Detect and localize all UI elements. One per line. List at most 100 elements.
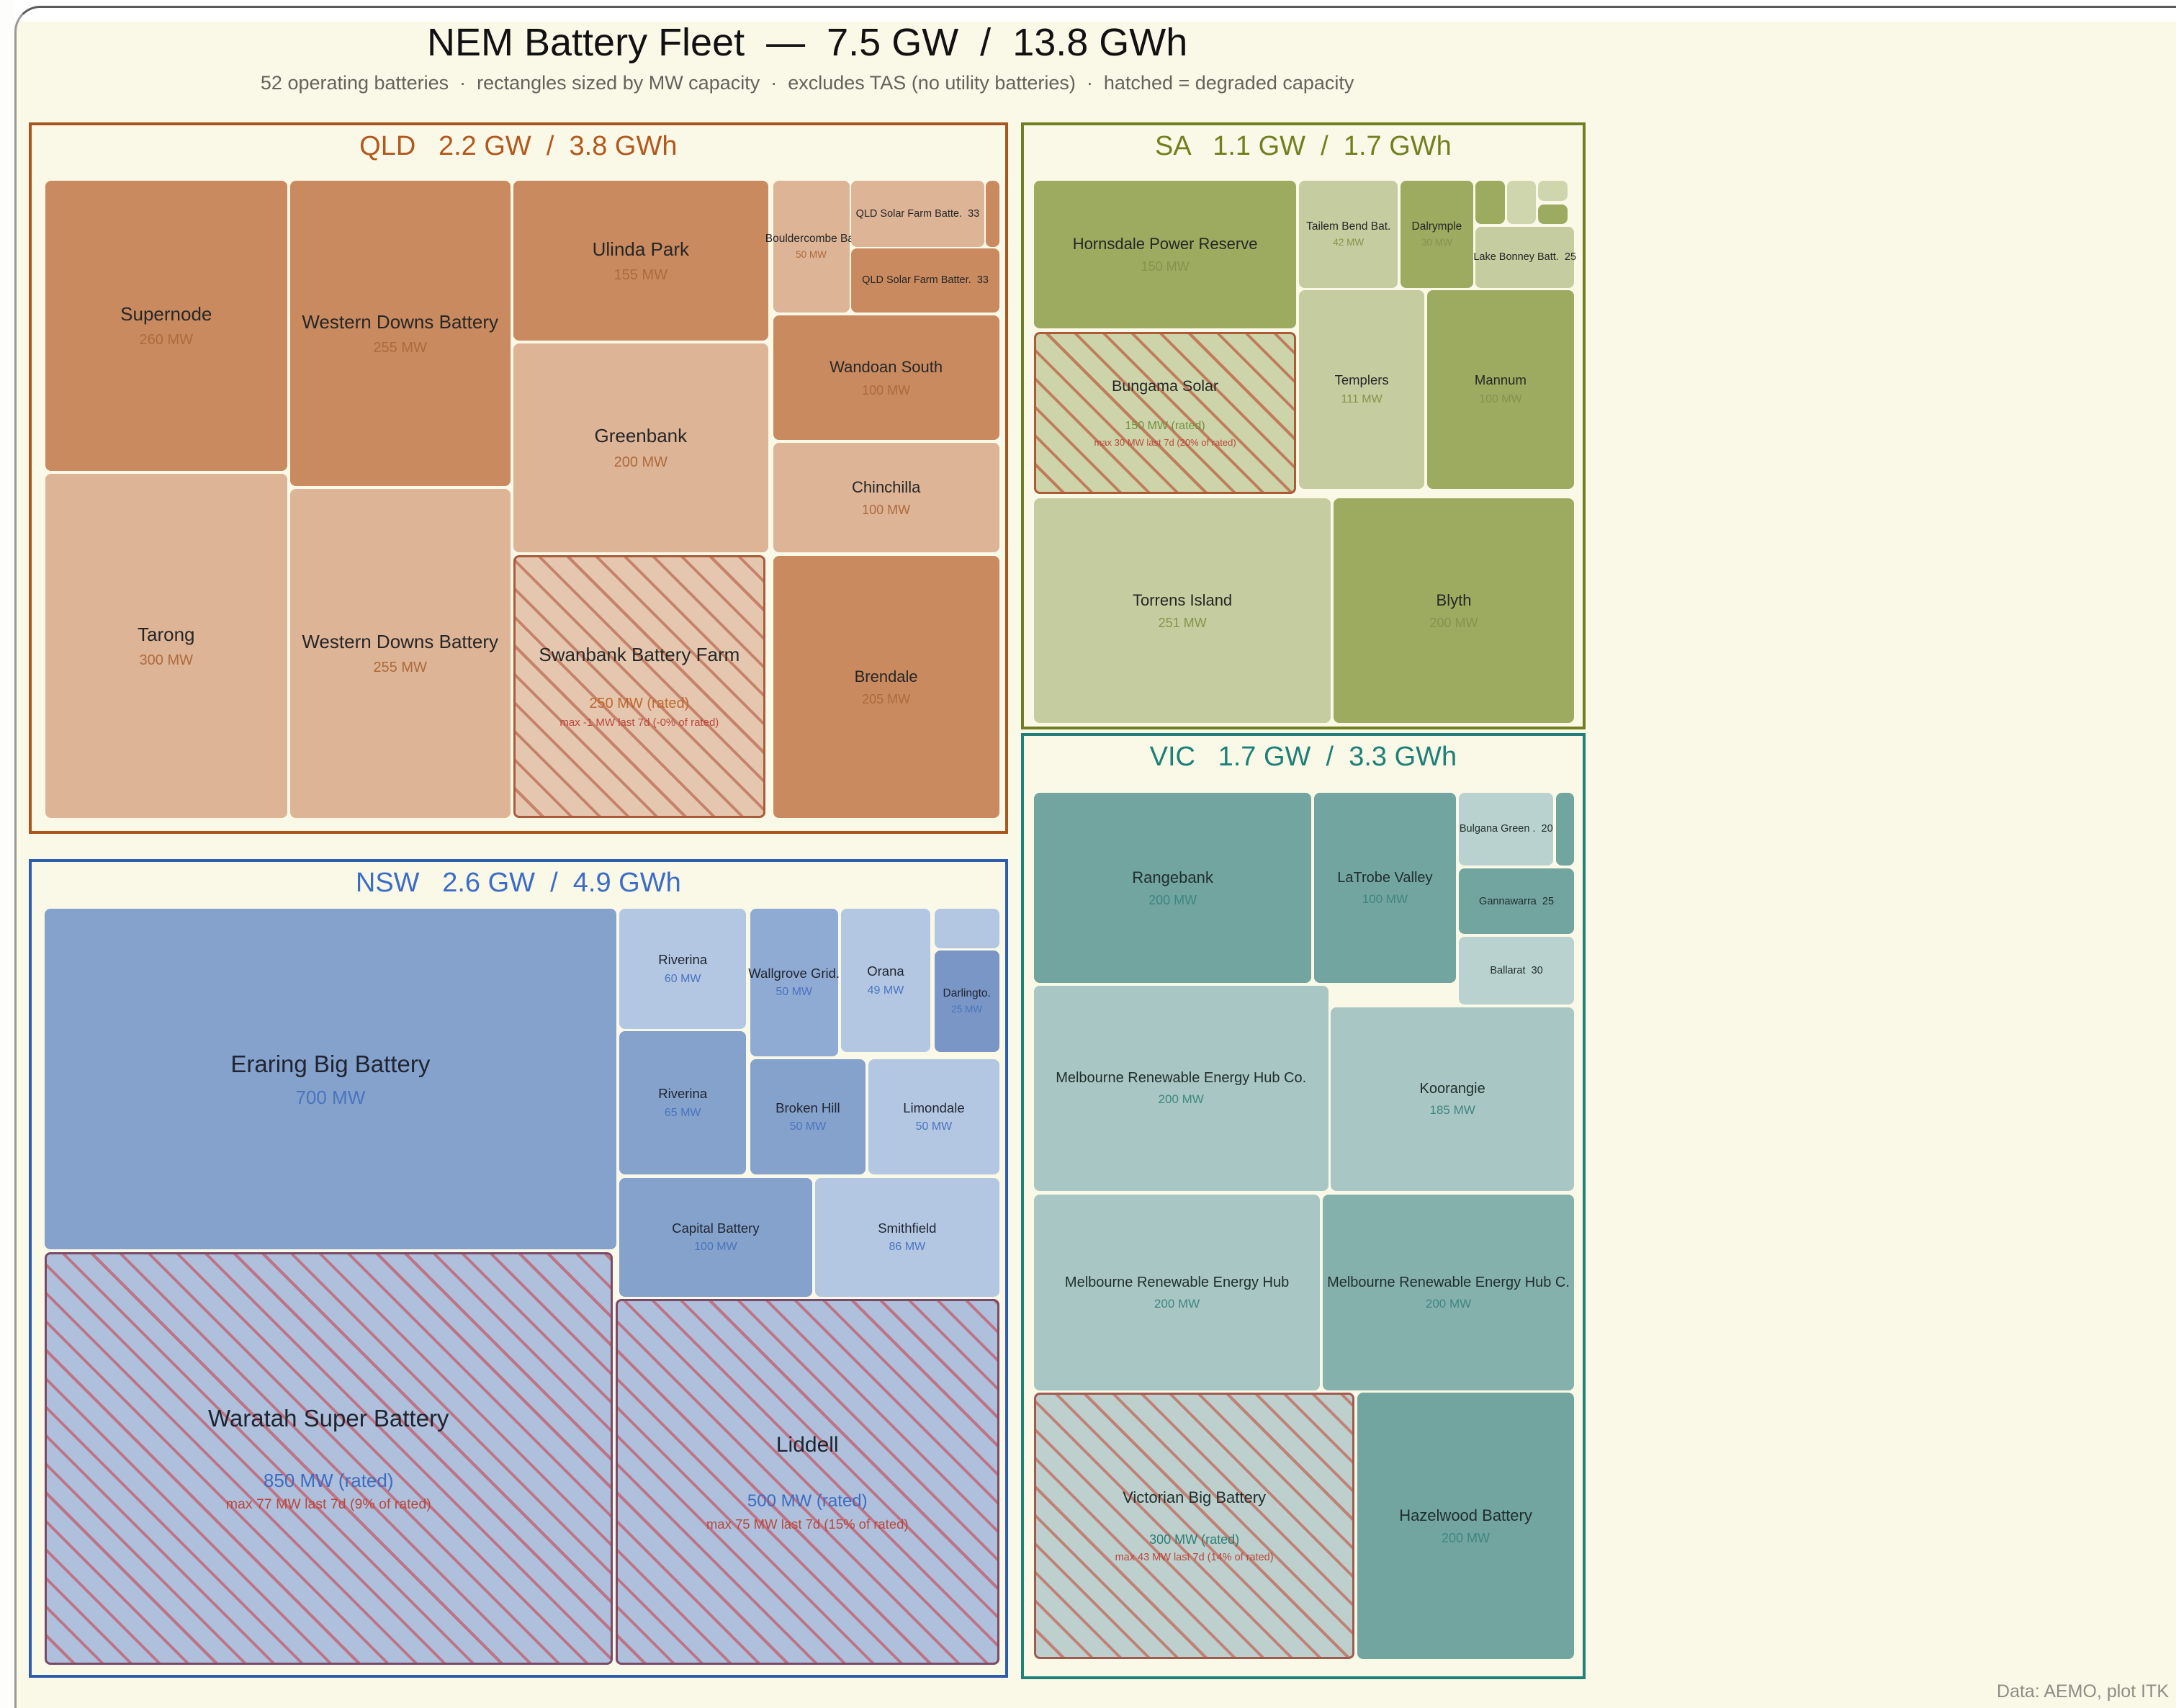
cell-name: Limondale xyxy=(903,1100,965,1115)
cell-unlabeled xyxy=(1538,181,1568,202)
cell-ulinda-park: Ulinda Park 155 MW xyxy=(513,181,768,341)
region-qld: QLD 2.2 GW / 3.8 GWh Supernode 260 MW Taro… xyxy=(28,122,1008,834)
cell-name: Swanbank Battery Farm xyxy=(539,644,740,666)
cell-label: QLD Solar Farm Batter. 33 xyxy=(862,274,989,287)
cell-name: Hornsdale Power Reserve xyxy=(1072,235,1258,253)
cell-torrens-island: Torrens Island 251 MW xyxy=(1033,498,1331,724)
cell-value: 300 MW xyxy=(139,652,193,668)
cell-name: Hazelwood Battery xyxy=(1399,1506,1532,1525)
region-header-nsw: NSW 2.6 GW / 4.9 GWh xyxy=(355,868,681,899)
cell-greenbank: Greenbank 200 MW xyxy=(513,343,768,553)
cell-ballarat: Ballarat 30 xyxy=(1459,936,1574,1005)
cell-name: Bouldercombe Ba. xyxy=(765,233,858,246)
cell-name: Western Downs Battery xyxy=(302,310,498,333)
cell-tarong: Tarong 300 MW xyxy=(45,474,287,819)
cell-value: 500 MW (rated) xyxy=(747,1491,868,1511)
cell-western-downs-battery: Western Downs Battery 255 MW xyxy=(289,181,511,487)
data-source-note: Data: AEMO, plot ITK xyxy=(1997,1681,2169,1702)
cell-name: Tarong xyxy=(138,623,195,645)
cell-value: 25 MW xyxy=(951,1004,983,1015)
region-cells-qld: Supernode 260 MW Tarong 300 MW Western Downs… xyxy=(45,181,999,819)
cell-value: 50 MW xyxy=(789,1120,827,1133)
cell-bouldercombe-ba: Bouldercombe Ba. 50 MW xyxy=(765,181,857,313)
cell-name: Brendale xyxy=(854,667,918,686)
region-nsw: NSW 2.6 GW / 4.9 GWh Eraring Big Battery… xyxy=(28,859,1008,1678)
cell-name: Riverina xyxy=(658,1086,708,1102)
cell-label: Ballarat 30 xyxy=(1490,965,1543,977)
cell-name: Koorangie xyxy=(1419,1081,1485,1097)
cell-name: Western Downs Battery xyxy=(302,630,498,652)
cell-waratah-super-battery: Waratah Super Battery 850 MW (rated) max 7… xyxy=(44,1251,613,1666)
cell-unlabeled xyxy=(934,908,999,949)
cell-value: 700 MW xyxy=(295,1086,366,1108)
cell-unlabeled xyxy=(1475,181,1505,224)
cell-value: 100 MW xyxy=(1479,393,1522,406)
cell-value: 50 MW xyxy=(915,1120,953,1133)
cell-value: 200 MW xyxy=(1148,892,1197,907)
cell-tailem-bend-bat: Tailem Bend Bat. 42 MW xyxy=(1299,181,1398,288)
cell-value: 60 MW xyxy=(664,972,701,985)
cell-value: 300 MW (rated) xyxy=(1149,1532,1240,1547)
cell-name: Smithfield xyxy=(878,1220,937,1236)
cell-wallgrove-grid: Wallgrove Grid. 50 MW xyxy=(748,908,840,1056)
cell-value: 100 MW xyxy=(1362,891,1408,906)
cell-value: 111 MW xyxy=(1341,393,1383,406)
cell-victorian-big-battery: Victorian Big Battery 300 MW (rated) max 4… xyxy=(1033,1393,1355,1660)
cell-limondale: Limondale 50 MW xyxy=(868,1058,999,1175)
cell-name: Liddell xyxy=(775,1432,839,1457)
cell-lake-bonney-batt: Lake Bonney Batt. 25 xyxy=(1473,227,1576,288)
cell-value: 251 MW xyxy=(1158,616,1207,631)
cell-name: Chinchilla xyxy=(851,477,921,496)
region-sa: SA 1.1 GW / 1.7 GWh Hornsdale Power Rese… xyxy=(1020,122,1586,730)
cell-unlabeled xyxy=(1506,181,1537,224)
cell-rangebank: Rangebank 200 MW xyxy=(1033,792,1312,984)
cell-supernode: Supernode 260 MW xyxy=(45,181,287,471)
cell-value: 255 MW xyxy=(373,660,427,675)
cell-name: Mannum xyxy=(1474,372,1527,388)
region-header-qld: QLD 2.2 GW / 3.8 GWh xyxy=(359,131,678,162)
cell-qld-solar-farm-batte: QLD Solar Farm Batte. 33 xyxy=(851,181,984,248)
cell-degradation-note: max 77 MW last 7d (9% of rated) xyxy=(225,1496,431,1513)
cell-label: Gannawarra 25 xyxy=(1479,895,1555,907)
cell-orana: Orana 49 MW xyxy=(840,908,931,1053)
cell-hornsdale-power-reserve: Hornsdale Power Reserve 150 MW xyxy=(1033,181,1297,329)
cell-value: 100 MW xyxy=(862,502,911,517)
cell-capital-battery: Capital Battery 100 MW xyxy=(619,1177,812,1297)
cell-label: QLD Solar Farm Batte. 33 xyxy=(855,208,980,220)
cell-name: Melbourne Renewable Energy Hub xyxy=(1064,1274,1290,1290)
cell-value: 65 MW xyxy=(664,1106,701,1119)
cell-value: 100 MW xyxy=(694,1241,737,1254)
cell-templers: Templers 111 MW xyxy=(1299,289,1425,489)
cell-value: 100 MW xyxy=(862,382,911,397)
cell-value: 150 MW xyxy=(1141,259,1190,274)
cell-value: 200 MW xyxy=(1429,616,1478,631)
window-top-bar xyxy=(0,0,2176,22)
cell-swanbank-battery-farm: Swanbank Battery Farm 250 MW (rated) max -… xyxy=(513,554,765,819)
cell-bungama-solar: Bungama Solar 150 MW (rated) max 30 MW las… xyxy=(1033,332,1297,494)
cell-name: Blyth xyxy=(1436,590,1472,609)
cell-koorangie: Koorangie 185 MW xyxy=(1331,1007,1574,1191)
cell-name: Wallgrove Grid. xyxy=(748,965,840,981)
cell-unlabeled xyxy=(1556,792,1574,866)
cell-western-downs-battery: Western Downs Battery 255 MW xyxy=(289,488,511,819)
cell-value: 850 MW (rated) xyxy=(263,1469,394,1491)
chart-title: NEM Battery Fleet — 7.5 GW / 13.8 GWh xyxy=(427,21,1188,64)
region-header-sa: SA 1.1 GW / 1.7 GWh xyxy=(1154,131,1452,162)
cell-value: 200 MW xyxy=(613,454,668,470)
cell-name: LaTrobe Valley xyxy=(1337,869,1433,886)
cell-latrobe-valley: LaTrobe Valley 100 MW xyxy=(1314,792,1456,984)
cell-name: Torrens Island xyxy=(1132,590,1233,609)
cell-name: Bungama Solar xyxy=(1111,377,1219,395)
cell-degradation-note: max 30 MW last 7d (20% of rated) xyxy=(1094,437,1236,449)
cell-name: Victorian Big Battery xyxy=(1123,1488,1267,1507)
cell-name: Capital Battery xyxy=(672,1220,760,1236)
cell-name: Templers xyxy=(1334,372,1389,388)
cell-value: 260 MW xyxy=(139,332,193,349)
cell-value: 50 MW xyxy=(796,249,827,261)
cell-riverina: Riverina 65 MW xyxy=(619,1030,747,1175)
cell-degradation-note: max 75 MW last 7d (15% of rated) xyxy=(706,1516,909,1532)
cell-name: Wandoan South xyxy=(830,358,943,377)
cell-value: 200 MW xyxy=(1425,1296,1472,1311)
cell-name: Ulinda Park xyxy=(592,238,690,260)
